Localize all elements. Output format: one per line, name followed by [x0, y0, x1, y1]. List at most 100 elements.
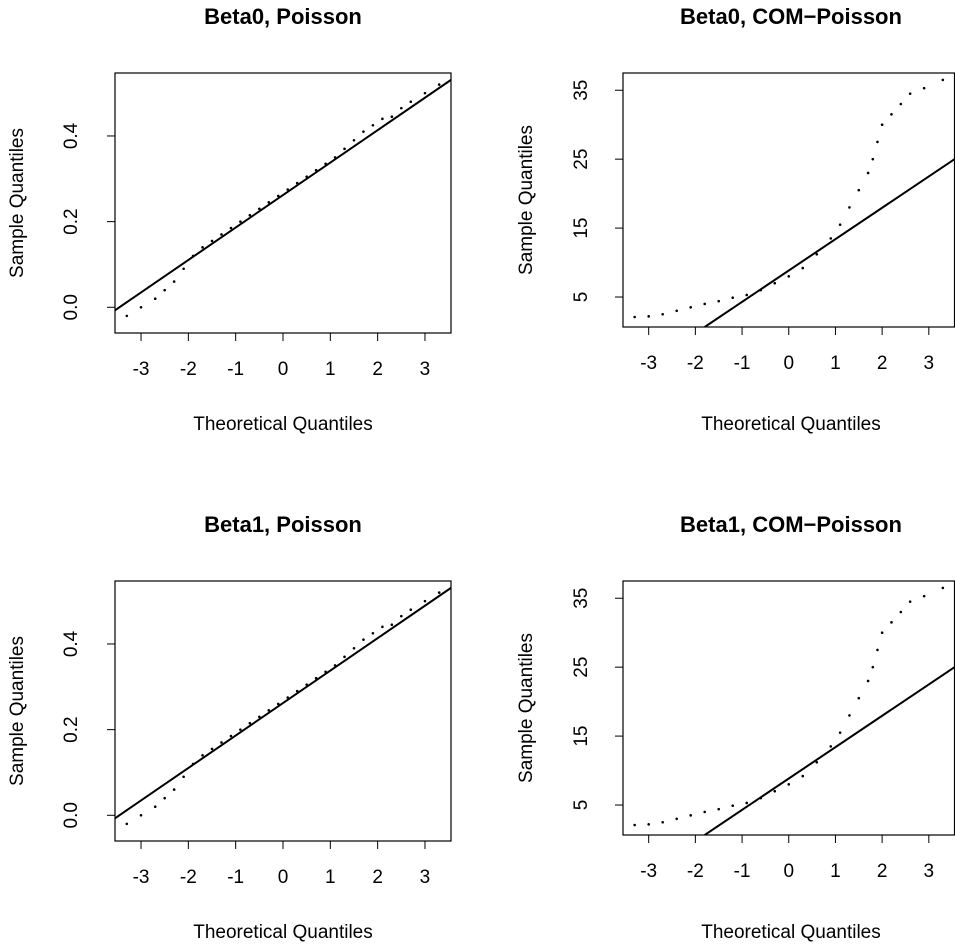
qq-point: [220, 233, 223, 236]
qq-point: [815, 760, 819, 764]
qq-point: [258, 207, 261, 211]
chart-title: Beta0, COM−Poisson: [680, 4, 902, 29]
reference-line: [704, 158, 955, 327]
qq-point: [182, 267, 185, 271]
qq-point: [390, 623, 394, 626]
qq-point: [731, 296, 735, 300]
qq-point: [745, 293, 749, 297]
qq-point: [848, 206, 851, 209]
x-axis-label: Theoretical Quantiles: [701, 922, 881, 943]
qq-point: [866, 679, 870, 683]
qq-point: [787, 783, 791, 786]
qq-point: [647, 823, 650, 826]
x-tick-label: 1: [325, 867, 336, 888]
qq-point: [229, 226, 233, 230]
y-tick-label: 0.4: [61, 122, 82, 149]
qq-point: [661, 820, 664, 824]
x-axis-label: Theoretical Quantiles: [193, 922, 373, 943]
panel: Beta1, COM−Poisson Theoretical Quantiles S…: [516, 512, 955, 943]
qq-point: [908, 92, 912, 95]
qq-point: [838, 731, 842, 734]
x-tick-label: -1: [734, 861, 751, 882]
qq-point: [908, 600, 912, 603]
qq-point: [381, 117, 384, 121]
y-axis-label: Sample Quantiles: [7, 128, 28, 278]
qq-point: [267, 709, 271, 712]
qq-point: [276, 702, 280, 706]
qq-point: [371, 123, 375, 127]
reference-line: [704, 666, 955, 835]
x-tick-label: 0: [783, 861, 794, 882]
y-tick-label: 25: [571, 657, 592, 678]
qq-point: [871, 157, 875, 161]
qq-point: [437, 591, 441, 594]
qq-point: [876, 648, 879, 652]
qq-point: [731, 804, 735, 808]
x-tick-label: -2: [180, 867, 197, 888]
qq-point: [286, 696, 290, 699]
qq-point: [343, 655, 346, 659]
points: [633, 78, 955, 327]
x-tick-label: 0: [783, 353, 794, 374]
qq-point: [153, 805, 157, 809]
qq-point: [163, 288, 166, 292]
qq-point: [838, 223, 842, 226]
x-tick-label: -1: [227, 359, 244, 380]
qq-point: [343, 147, 346, 151]
y-tick-label: 0.4: [61, 630, 82, 657]
qq-point: [801, 266, 805, 270]
x-tick-label: 2: [877, 861, 888, 882]
qq-point: [220, 741, 223, 744]
x-tick-label: -1: [734, 353, 751, 374]
plot-frame: [114, 580, 452, 842]
reference-line: [115, 79, 451, 312]
y-tick-label: 15: [571, 218, 592, 239]
qq-point: [801, 774, 805, 778]
y-tick-label: 25: [571, 149, 592, 170]
panel: Beta0, COM−Poisson Theoretical Quantiles S…: [516, 4, 955, 435]
qq-point: [787, 275, 791, 278]
qq-point: [172, 788, 176, 791]
qq-point: [890, 621, 893, 624]
qq-point: [182, 775, 185, 779]
qq-point: [239, 728, 242, 731]
qq-point: [362, 638, 365, 641]
qq-point: [125, 822, 129, 826]
qq-point: [172, 280, 176, 283]
y-tick-label: 5: [571, 292, 592, 303]
qq-point: [941, 586, 945, 590]
y-axis-label: Sample Quantiles: [7, 636, 28, 786]
plot-frame: [114, 72, 452, 334]
x-tick-label: -3: [133, 359, 150, 380]
x-tick-label: 2: [372, 867, 383, 888]
qq-point: [437, 83, 441, 86]
qq-point: [201, 246, 204, 249]
x-axis-label: Theoretical Quantiles: [193, 414, 373, 435]
qq-point: [871, 665, 875, 669]
qq-point: [880, 123, 884, 126]
y-tick-label: 0.0: [61, 802, 82, 828]
y-tick-label: 15: [571, 726, 592, 747]
qq-point: [675, 309, 678, 313]
qq-point: [922, 86, 926, 90]
x-tick-label: 2: [877, 353, 888, 374]
qq-point: [941, 78, 945, 82]
qq-point: [409, 100, 413, 103]
plot-frame: [622, 72, 955, 328]
qq-point: [239, 220, 242, 223]
qq-point: [371, 631, 375, 635]
points: [633, 586, 955, 835]
reference-line: [115, 587, 451, 820]
chart-title: Beta0, Poisson: [204, 4, 362, 29]
y-axis-label: Sample Quantiles: [516, 125, 537, 275]
qq-point: [352, 138, 356, 142]
qq-point: [400, 106, 403, 110]
qq-point: [773, 789, 777, 793]
qq-point: [201, 754, 204, 757]
qq-point: [210, 747, 214, 751]
qq-point: [286, 188, 290, 191]
qq-point: [745, 801, 749, 805]
qq-point: [647, 315, 650, 318]
x-tick-label: 3: [420, 867, 431, 888]
